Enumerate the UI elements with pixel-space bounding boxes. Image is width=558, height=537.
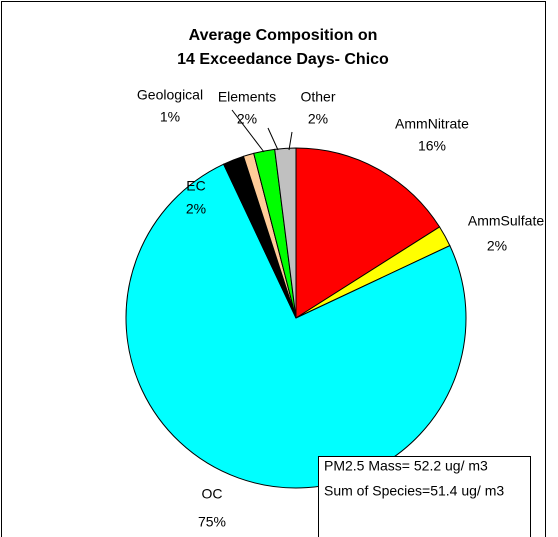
chart-title: 14 Exceedance Days- Chico xyxy=(177,51,389,68)
leader-line xyxy=(288,131,293,151)
pie-slice xyxy=(125,163,467,489)
slice-value-label: 16% xyxy=(418,138,446,154)
slice-value-label: 2% xyxy=(308,111,328,127)
slice-value-label: 2% xyxy=(237,111,257,127)
slice-label: AmmNitrate xyxy=(395,116,469,132)
slice-label: EC xyxy=(186,178,205,194)
pie-slice xyxy=(274,147,297,319)
slice-label: AmmSulfate xyxy=(468,213,544,229)
leader-line xyxy=(231,109,265,153)
slice-value-label: 75% xyxy=(198,514,226,530)
slice-value-label: 1% xyxy=(160,109,180,125)
chart-title: Average Composition on xyxy=(189,27,378,44)
annotation: Sum of Species=51.4 ug/ m3 xyxy=(324,483,504,499)
leader-line xyxy=(267,127,279,151)
annotation: PM2.5 Mass= 52.2 ug/ m3 xyxy=(324,458,488,474)
slice-label: Geological xyxy=(137,87,203,103)
slice-value-label: 2% xyxy=(186,201,206,217)
annotation-box xyxy=(318,456,531,537)
slice-value-label: 2% xyxy=(487,238,507,254)
slice-label: OC xyxy=(202,486,223,502)
slice-label: Elements xyxy=(218,89,276,105)
slice-label: Other xyxy=(300,89,335,105)
pie-slice xyxy=(295,147,441,319)
